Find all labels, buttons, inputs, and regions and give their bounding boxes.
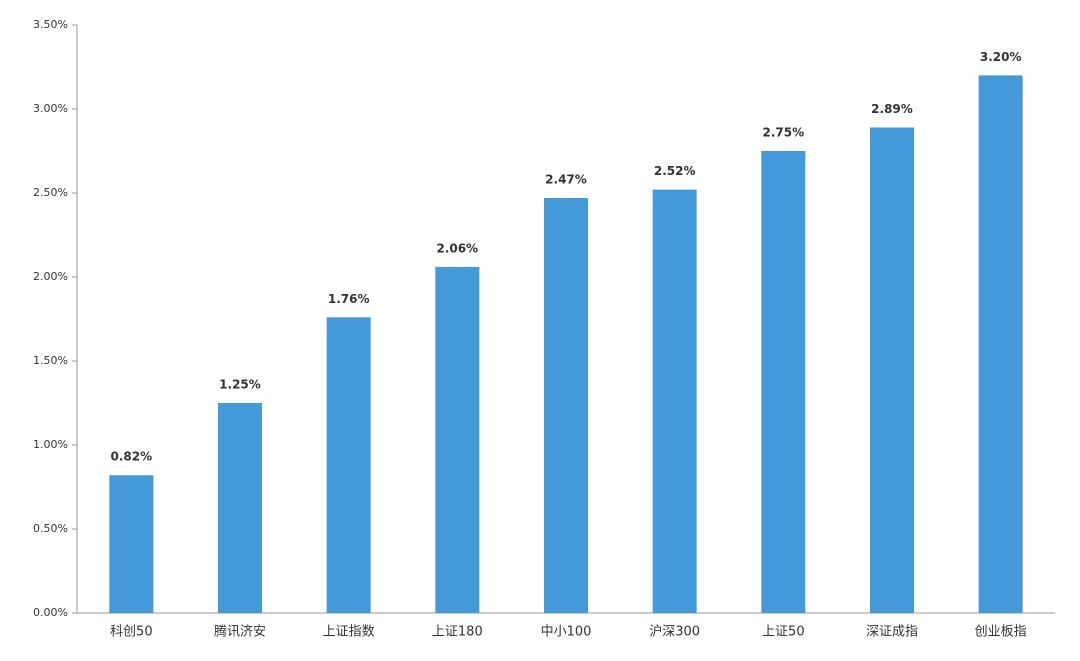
y-tick-label: 0.00% bbox=[33, 606, 68, 619]
bar bbox=[326, 317, 371, 613]
bar bbox=[544, 198, 588, 614]
y-tick-label: 1.50% bbox=[33, 354, 68, 367]
y-tick-label: 3.50% bbox=[33, 18, 68, 31]
y-tick-label: 2.00% bbox=[33, 270, 68, 283]
bar bbox=[870, 127, 914, 613]
data-label: 1.76% bbox=[328, 292, 370, 306]
x-tick-label: 深证成指 bbox=[866, 625, 918, 640]
y-tick-label: 0.50% bbox=[33, 522, 68, 535]
bar bbox=[652, 189, 697, 613]
data-label: 0.82% bbox=[111, 450, 153, 464]
x-tick-label: 中小100 bbox=[541, 625, 592, 640]
y-tick-label: 3.00% bbox=[33, 102, 68, 115]
x-tick-label: 上证50 bbox=[762, 625, 805, 640]
bar bbox=[109, 475, 154, 613]
bar bbox=[435, 266, 480, 613]
x-tick-label: 上证指数 bbox=[323, 625, 375, 640]
bar bbox=[978, 75, 1023, 613]
data-label: 2.06% bbox=[437, 241, 479, 255]
data-label: 2.52% bbox=[654, 164, 696, 178]
bar bbox=[218, 403, 262, 613]
data-label: 2.89% bbox=[871, 102, 913, 116]
x-tick-label: 沪深300 bbox=[649, 624, 700, 640]
x-tick-label: 创业板指 bbox=[975, 625, 1027, 640]
x-tick-label: 腾讯济安 bbox=[214, 624, 266, 640]
x-tick-label: 上证180 bbox=[432, 625, 483, 640]
bar bbox=[761, 151, 806, 613]
data-label: 2.47% bbox=[545, 173, 587, 187]
data-label: 2.75% bbox=[763, 126, 805, 140]
y-tick-label: 1.00% bbox=[33, 438, 68, 451]
data-label: 3.20% bbox=[980, 50, 1022, 64]
x-tick-label: 科创50 bbox=[110, 625, 153, 640]
data-label: 1.25% bbox=[219, 378, 261, 392]
y-tick-label: 2.50% bbox=[33, 186, 68, 199]
